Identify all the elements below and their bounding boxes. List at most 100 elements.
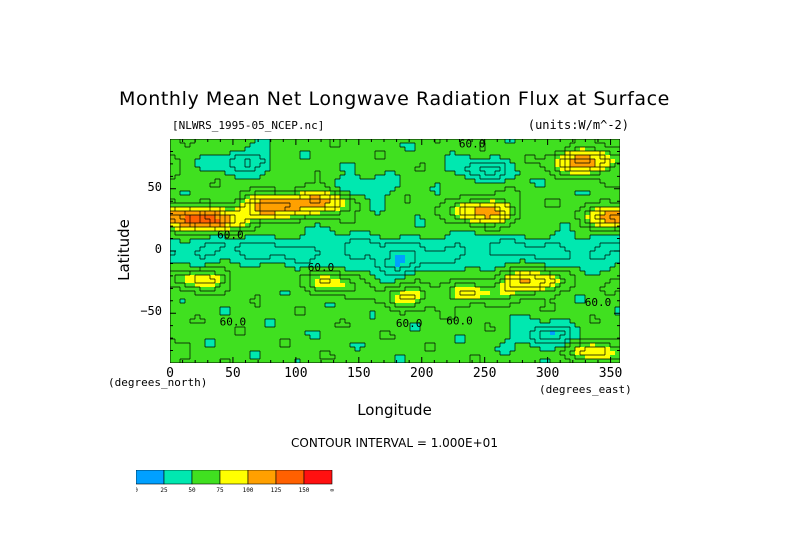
field-cell — [455, 147, 461, 152]
field-cell — [385, 251, 391, 256]
field-cell — [595, 259, 601, 264]
field-cell — [215, 359, 221, 363]
field-cell — [320, 235, 326, 240]
field-cell — [550, 311, 556, 316]
field-cell — [385, 167, 391, 172]
field-cell — [545, 187, 551, 192]
field-cell — [605, 303, 611, 308]
field-cell — [455, 211, 461, 216]
field-cell — [615, 195, 620, 200]
field-cell — [570, 327, 576, 332]
field-cell — [200, 287, 206, 292]
field-cell — [555, 355, 561, 360]
field-cell — [520, 279, 526, 284]
field-cell — [425, 355, 431, 360]
field-cell — [505, 267, 511, 272]
field-cell — [350, 335, 356, 340]
field-cell — [210, 247, 216, 252]
field-cell — [600, 187, 606, 192]
field-cell — [230, 203, 236, 208]
field-cell — [495, 179, 501, 184]
field-cell — [175, 291, 181, 296]
field-cell — [530, 307, 536, 312]
field-cell — [285, 311, 291, 316]
field-cell — [215, 211, 221, 216]
field-cell — [235, 351, 241, 356]
field-cell — [550, 211, 556, 216]
field-cell — [410, 207, 416, 212]
field-cell — [555, 299, 561, 304]
field-cell — [280, 347, 286, 352]
field-cell — [210, 183, 216, 188]
field-cell — [535, 355, 541, 360]
field-cell — [515, 155, 521, 160]
field-cell — [370, 275, 376, 280]
field-cell — [280, 247, 286, 252]
field-cell — [505, 175, 511, 180]
field-cell — [380, 275, 386, 280]
field-cell — [525, 291, 531, 296]
field-cell — [535, 251, 541, 256]
field-cell — [305, 151, 311, 156]
field-cell — [325, 355, 331, 360]
field-cell — [320, 335, 326, 340]
field-cell — [500, 327, 506, 332]
field-cell — [530, 335, 536, 340]
field-cell — [335, 227, 341, 232]
field-cell — [455, 355, 461, 360]
field-cell — [530, 151, 536, 156]
field-cell — [610, 311, 616, 316]
field-cell — [485, 199, 491, 204]
field-cell — [305, 167, 311, 172]
field-cell — [200, 259, 206, 264]
field-cell — [295, 255, 301, 260]
field-cell — [265, 235, 271, 240]
field-cell — [335, 219, 341, 224]
field-cell — [435, 203, 441, 208]
field-cell — [495, 287, 501, 292]
field-cell — [295, 343, 301, 348]
field-cell — [595, 319, 601, 324]
field-cell — [170, 219, 176, 224]
field-cell — [365, 267, 371, 272]
field-cell — [330, 291, 336, 296]
field-cell — [425, 255, 431, 260]
field-cell — [370, 303, 376, 308]
field-cell — [210, 195, 216, 200]
field-cell — [495, 331, 501, 336]
field-cell — [535, 275, 541, 280]
field-cell — [360, 279, 366, 284]
field-cell — [175, 175, 181, 180]
field-cell — [460, 255, 466, 260]
field-cell — [445, 255, 451, 260]
field-cell — [475, 295, 481, 300]
field-cell — [380, 223, 386, 228]
field-cell — [600, 219, 606, 224]
field-cell — [185, 179, 191, 184]
field-cell — [400, 323, 406, 328]
field-cell — [615, 327, 620, 332]
field-cell — [375, 155, 381, 160]
field-cell — [200, 327, 206, 332]
field-cell — [540, 283, 546, 288]
field-cell — [205, 187, 211, 192]
field-cell — [500, 143, 506, 148]
field-cell — [235, 207, 241, 212]
field-cell — [605, 239, 611, 244]
field-cell — [280, 239, 286, 244]
field-cell — [360, 307, 366, 312]
field-cell — [525, 319, 531, 324]
field-cell — [365, 311, 371, 316]
field-cell — [195, 259, 201, 264]
field-cell — [575, 275, 581, 280]
field-cell — [260, 199, 266, 204]
field-cell — [515, 139, 521, 144]
field-cell — [510, 263, 516, 268]
field-cell — [405, 199, 411, 204]
field-cell — [185, 335, 191, 340]
field-cell — [180, 223, 186, 228]
field-cell — [280, 243, 286, 248]
field-cell — [180, 271, 186, 276]
field-cell — [565, 139, 571, 144]
field-cell — [475, 247, 481, 252]
